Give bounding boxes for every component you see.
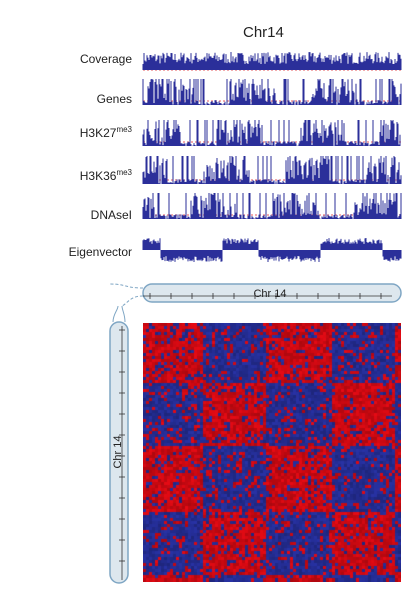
track-label-dnasei: DNAseI: [90, 208, 132, 222]
signal-tracks: [142, 52, 402, 262]
track-coverage: [142, 52, 402, 71]
track-label-eigenvector: Eigenvector: [68, 245, 132, 259]
horizontal-chromosome-label: Chr 14: [253, 288, 286, 300]
track-label-coverage: Coverage: [79, 52, 132, 66]
track-label-h3k27me3: H3K27me3: [79, 125, 132, 140]
horizontal-chromosome-ideogram: [142, 283, 402, 303]
vertical-chromosome-label: Chr 14: [112, 435, 124, 468]
vertical-chromosome-ideogram: [109, 321, 129, 584]
track-h3k27me3: [142, 120, 402, 146]
track-label-genes: Genes: [96, 92, 132, 106]
hic-contact-heatmap: [143, 323, 401, 582]
track-genes: [142, 79, 402, 105]
track-eigenvector: [142, 238, 402, 262]
track-h3k36me3: [142, 156, 402, 184]
figure-title: Chr14: [243, 24, 284, 41]
track-label-h3k36me3: H3K36me3: [79, 168, 132, 183]
track-dnasei: [142, 193, 402, 219]
